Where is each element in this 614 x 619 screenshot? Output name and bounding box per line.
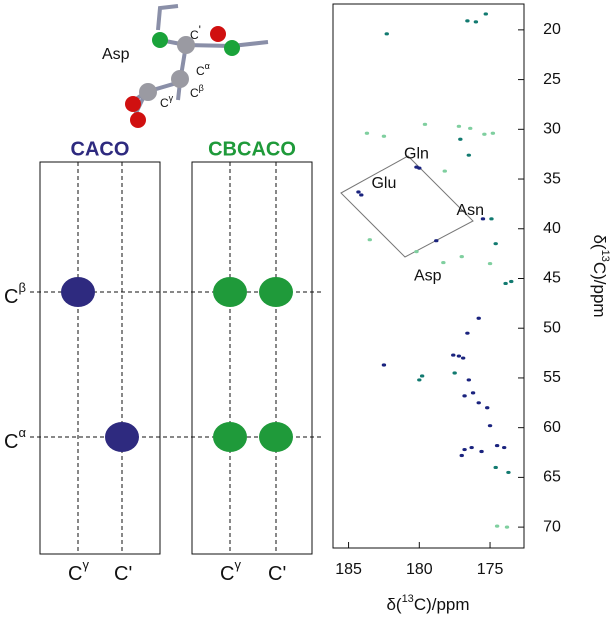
y-tick-label: 35 [543,170,561,187]
peak [381,134,387,138]
peak [503,281,508,286]
peak [452,371,457,375]
column-label: C' [114,563,132,585]
peak [465,331,470,335]
peak [494,443,500,448]
peak [451,353,456,357]
peak [509,279,514,284]
column-label: Cγ [220,557,241,585]
y-tick-label: 30 [543,121,561,138]
peak [364,131,370,135]
peak [384,32,389,36]
y-tick-label: 55 [543,369,561,386]
x-tick-label: 180 [406,561,433,578]
peak [441,260,446,265]
peak [501,445,507,450]
peak [259,277,293,307]
peak [469,445,474,450]
annotation: Gln [404,145,429,162]
peak [417,378,422,382]
y-tick-label: 40 [543,220,561,237]
peak [479,449,484,454]
peak [460,356,466,360]
atom-label: Cβ [190,83,204,100]
peak [466,378,472,382]
peak [259,422,293,452]
peak [482,132,487,136]
row-label: Cβ [4,280,26,308]
peak [419,374,425,378]
peak [61,277,95,307]
peak [442,169,447,173]
annotation: Asp [414,268,442,285]
peak [476,316,481,320]
y-axis-label: δ(13C)/ppm [590,234,612,317]
peak [494,524,500,528]
peak [456,354,462,358]
x-tick-label: 175 [477,561,504,578]
annotation: Asn [456,202,484,219]
row-label: Cα [4,425,26,453]
peak [483,12,488,16]
peak [367,238,372,242]
atom-label: C' [190,23,201,42]
panel-frame [39,161,161,555]
peak [359,193,364,197]
peak [476,401,481,405]
peak [506,470,511,475]
column-label: Cγ [68,557,89,585]
panel-frame [191,161,313,555]
peak [422,122,428,126]
peak [458,137,463,141]
panel-title: CACO [71,138,130,160]
atom-label: Cα [196,61,210,78]
y-tick-label: 20 [543,21,561,38]
y-tick-label: 50 [543,319,561,336]
peak [213,277,247,307]
peak [462,447,467,452]
plot-frame [332,3,525,549]
peak [485,406,490,410]
peak [456,124,462,128]
panel-title: CBCACO [208,138,296,160]
peak [465,19,470,23]
y-tick-label: 25 [543,71,561,88]
peak [459,453,464,458]
peak [487,261,493,266]
peak [473,20,479,24]
peak [490,131,496,135]
x-axis-label: δ(13C)/ppm [386,593,469,615]
molecule: Asp C' Cα Cβ Cγ [102,4,269,128]
y-tick-label: 70 [543,518,561,535]
annotation: Glu [371,175,396,192]
peak [417,166,422,170]
atom-label: Cγ [160,93,174,110]
molecule-name: Asp [102,46,130,63]
peak [468,126,473,130]
peak [434,239,439,243]
peak [381,363,387,367]
peak [466,153,472,157]
peak [462,394,467,398]
y-tick-label: 60 [543,419,561,436]
peak [414,250,419,254]
region-box [340,155,474,258]
peak [489,217,494,221]
peak [356,190,361,194]
peak [213,422,247,452]
x-tick-label: 185 [335,561,362,578]
peak [493,242,498,246]
peak [470,391,476,395]
y-tick-label: 45 [543,270,561,287]
peak [493,465,498,470]
y-tick-label: 65 [543,469,561,486]
column-label: C' [268,563,286,585]
peak [105,422,139,452]
peak [487,424,493,428]
peak [504,525,510,529]
peak [459,255,464,259]
schematic: CACO CBCACO Cβ Cα Cγ C' Cγ C' [4,138,322,585]
peak [480,217,486,221]
